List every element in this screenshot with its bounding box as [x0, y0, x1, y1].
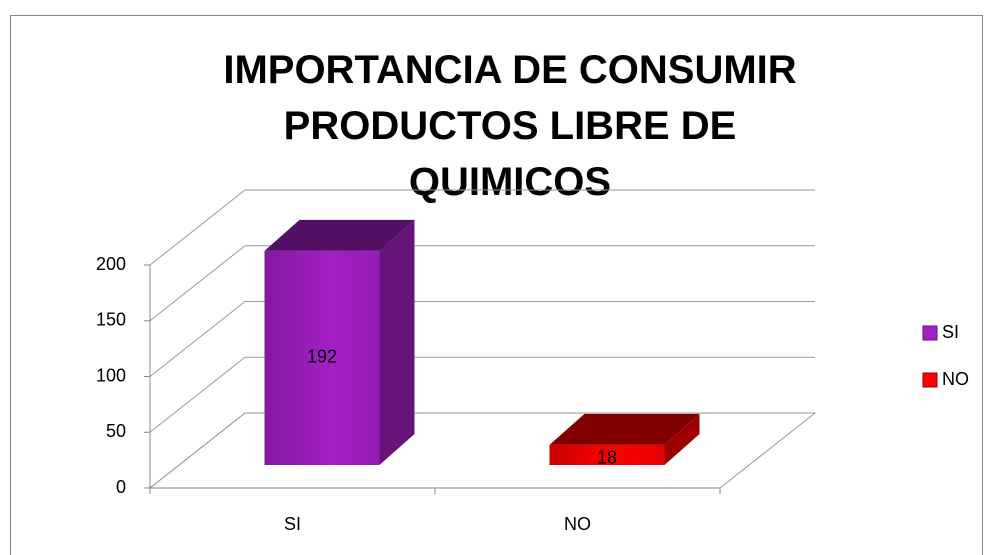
data-label: 18	[597, 448, 617, 468]
grid-line-side	[149, 189, 246, 266]
legend-swatch	[922, 372, 938, 388]
grid-line-side	[149, 356, 246, 433]
data-label: 192	[307, 347, 337, 367]
bar	[549, 444, 665, 465]
bar	[264, 250, 380, 465]
legend-swatch	[922, 325, 938, 341]
bar-top	[264, 219, 415, 251]
x-tick-label: NO	[564, 514, 591, 534]
chart-frame	[10, 15, 983, 555]
chart-title: IMPORTANCIA DE CONSUMIR PRODUCTOS LIBRE …	[223, 48, 797, 204]
y-tick-label: 0	[116, 477, 126, 497]
bar-side	[664, 413, 700, 465]
grid-line-side	[149, 301, 246, 377]
floor	[149, 412, 817, 489]
y-tick-label: 50	[106, 421, 126, 441]
grid-line-side	[149, 245, 246, 322]
bar-top	[549, 413, 700, 445]
legend-label: SI	[942, 322, 959, 342]
grid-line-side	[149, 412, 246, 489]
y-tick-label: 100	[96, 365, 126, 385]
y-tick-label: 150	[96, 310, 126, 330]
x-tick-label: SI	[284, 514, 301, 534]
y-tick-label: 200	[96, 254, 126, 274]
legend-label: NO	[942, 369, 969, 389]
bar-side	[379, 219, 415, 465]
